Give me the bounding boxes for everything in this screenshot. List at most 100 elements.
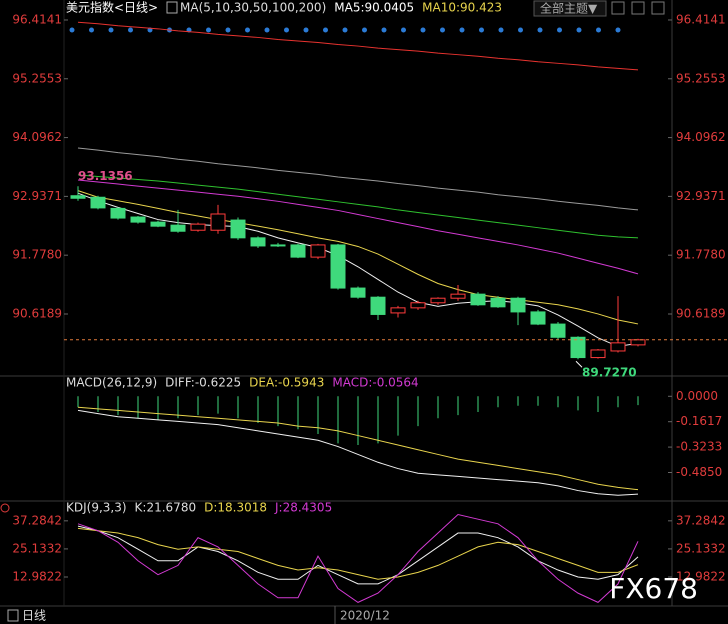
y-tick-label: 96.4141 bbox=[12, 12, 62, 26]
indicator-line bbox=[77, 179, 639, 275]
icon bbox=[0, 503, 10, 513]
indicator-label: J:28.4305 bbox=[274, 501, 332, 515]
icon[interactable] bbox=[166, 1, 178, 14]
candle-body bbox=[170, 224, 186, 232]
icon[interactable] bbox=[611, 1, 625, 15]
marker-dot bbox=[401, 27, 406, 33]
y-tick-label-right: 91.7780 bbox=[676, 248, 726, 262]
indicator-line bbox=[77, 21, 639, 71]
indicator-line bbox=[77, 190, 639, 325]
y-tick-label-right: 0.0000 bbox=[676, 389, 718, 403]
candle-body bbox=[370, 296, 386, 315]
candle-body bbox=[590, 349, 606, 359]
indicator-label: MA(5,10,30,50,100,200) bbox=[180, 1, 326, 15]
annotation-pointer bbox=[575, 360, 583, 368]
candle-body bbox=[470, 293, 486, 306]
indicator-line bbox=[77, 527, 639, 580]
candle-body bbox=[430, 297, 446, 304]
candle-body bbox=[210, 213, 226, 231]
y-tick-label: 25.1332 bbox=[12, 541, 62, 555]
y-tick-label-right: -0.4850 bbox=[676, 465, 722, 479]
theme-button-label[interactable]: 全部主题▼ bbox=[540, 1, 598, 16]
marker-dot bbox=[362, 27, 367, 33]
indicator-label: KDJ(9,3,3) bbox=[66, 501, 127, 515]
candle-body bbox=[410, 302, 426, 309]
marker-dot bbox=[557, 27, 562, 33]
marker-dot bbox=[420, 27, 426, 33]
indicator-line bbox=[77, 174, 639, 239]
annotation: 93.1356 bbox=[78, 169, 133, 183]
icon[interactable] bbox=[631, 1, 645, 15]
marker-dot bbox=[615, 27, 621, 33]
y-tick-label-right: 96.4141 bbox=[676, 12, 726, 26]
indicator-label: MA5:90.0405 bbox=[334, 1, 414, 15]
indicator-label: MACD(26,12,9) bbox=[66, 376, 157, 390]
marker-dot bbox=[381, 27, 387, 33]
marker-dot bbox=[264, 27, 270, 33]
candle-body bbox=[330, 244, 346, 289]
y-tick-label: 37.2842 bbox=[12, 513, 62, 527]
y-tick-label-right: 94.0962 bbox=[676, 130, 726, 144]
indicator-label: DEA:-0.5943 bbox=[249, 376, 324, 390]
marker-dot bbox=[596, 27, 601, 33]
candle-body bbox=[390, 307, 406, 314]
marker-dot bbox=[342, 27, 348, 33]
indicator-label: MACD:-0.0564 bbox=[332, 376, 418, 390]
icon bbox=[7, 609, 19, 622]
candle-body bbox=[630, 339, 646, 346]
period-label[interactable]: 日线 bbox=[22, 609, 46, 623]
candle-body bbox=[230, 219, 246, 239]
marker-dot bbox=[303, 27, 309, 33]
marker-dot bbox=[128, 27, 133, 33]
y-tick-label-right: 25.1332 bbox=[676, 541, 726, 555]
y-tick-label-right: -0.3233 bbox=[676, 440, 722, 454]
marker-dot bbox=[206, 27, 211, 33]
candle-body bbox=[610, 342, 626, 352]
indicator-line bbox=[77, 525, 639, 585]
candle-body bbox=[90, 196, 106, 209]
y-tick-label: 92.9371 bbox=[12, 189, 62, 203]
icon[interactable] bbox=[651, 1, 665, 15]
watermark: FX678 bbox=[609, 572, 698, 605]
candle-body bbox=[130, 216, 146, 223]
candle-body bbox=[150, 221, 166, 227]
candle-body bbox=[450, 293, 466, 299]
candle-body bbox=[490, 297, 506, 308]
annotation: 89.7270 bbox=[582, 366, 637, 380]
marker-dot bbox=[479, 27, 484, 33]
y-tick-label: 94.0962 bbox=[12, 130, 62, 144]
indicator-label: MA10:90.423 bbox=[422, 1, 502, 15]
candle-body bbox=[110, 207, 126, 219]
date-label: 2020/12 bbox=[340, 609, 390, 623]
indicator-label: DIFF:-0.6225 bbox=[165, 376, 241, 390]
marker-dot bbox=[245, 27, 250, 33]
y-tick-label: 90.6189 bbox=[12, 306, 62, 320]
marker-dot bbox=[518, 27, 523, 33]
y-tick-label: 95.2553 bbox=[12, 71, 62, 85]
marker-dot bbox=[89, 27, 94, 33]
marker-dot bbox=[459, 27, 465, 33]
indicator-label: D:18.3018 bbox=[204, 501, 267, 515]
indicator-line bbox=[77, 147, 639, 211]
y-tick-label-right: 92.9371 bbox=[676, 189, 726, 203]
candle-body bbox=[570, 336, 586, 359]
y-tick-label-right: 95.2553 bbox=[676, 71, 726, 85]
candle-body bbox=[310, 244, 326, 258]
candle-body bbox=[510, 297, 526, 313]
indicator-label: K:21.6780 bbox=[135, 501, 197, 515]
marker-dot bbox=[108, 27, 114, 33]
marker-dot bbox=[576, 27, 582, 33]
theme-button[interactable] bbox=[533, 0, 607, 17]
y-tick-label-right: 12.9822 bbox=[676, 569, 726, 583]
y-tick-label: 12.9822 bbox=[12, 569, 62, 583]
marker-dot bbox=[498, 27, 504, 33]
marker-dot bbox=[323, 27, 328, 33]
indicator-line bbox=[77, 406, 639, 491]
y-tick-label-right: -0.1617 bbox=[676, 414, 722, 428]
marker-dot bbox=[225, 27, 231, 33]
candle-body bbox=[290, 244, 306, 258]
indicator-line bbox=[77, 409, 639, 496]
candle-body bbox=[530, 311, 546, 325]
y-tick-label: 91.7780 bbox=[12, 248, 62, 262]
